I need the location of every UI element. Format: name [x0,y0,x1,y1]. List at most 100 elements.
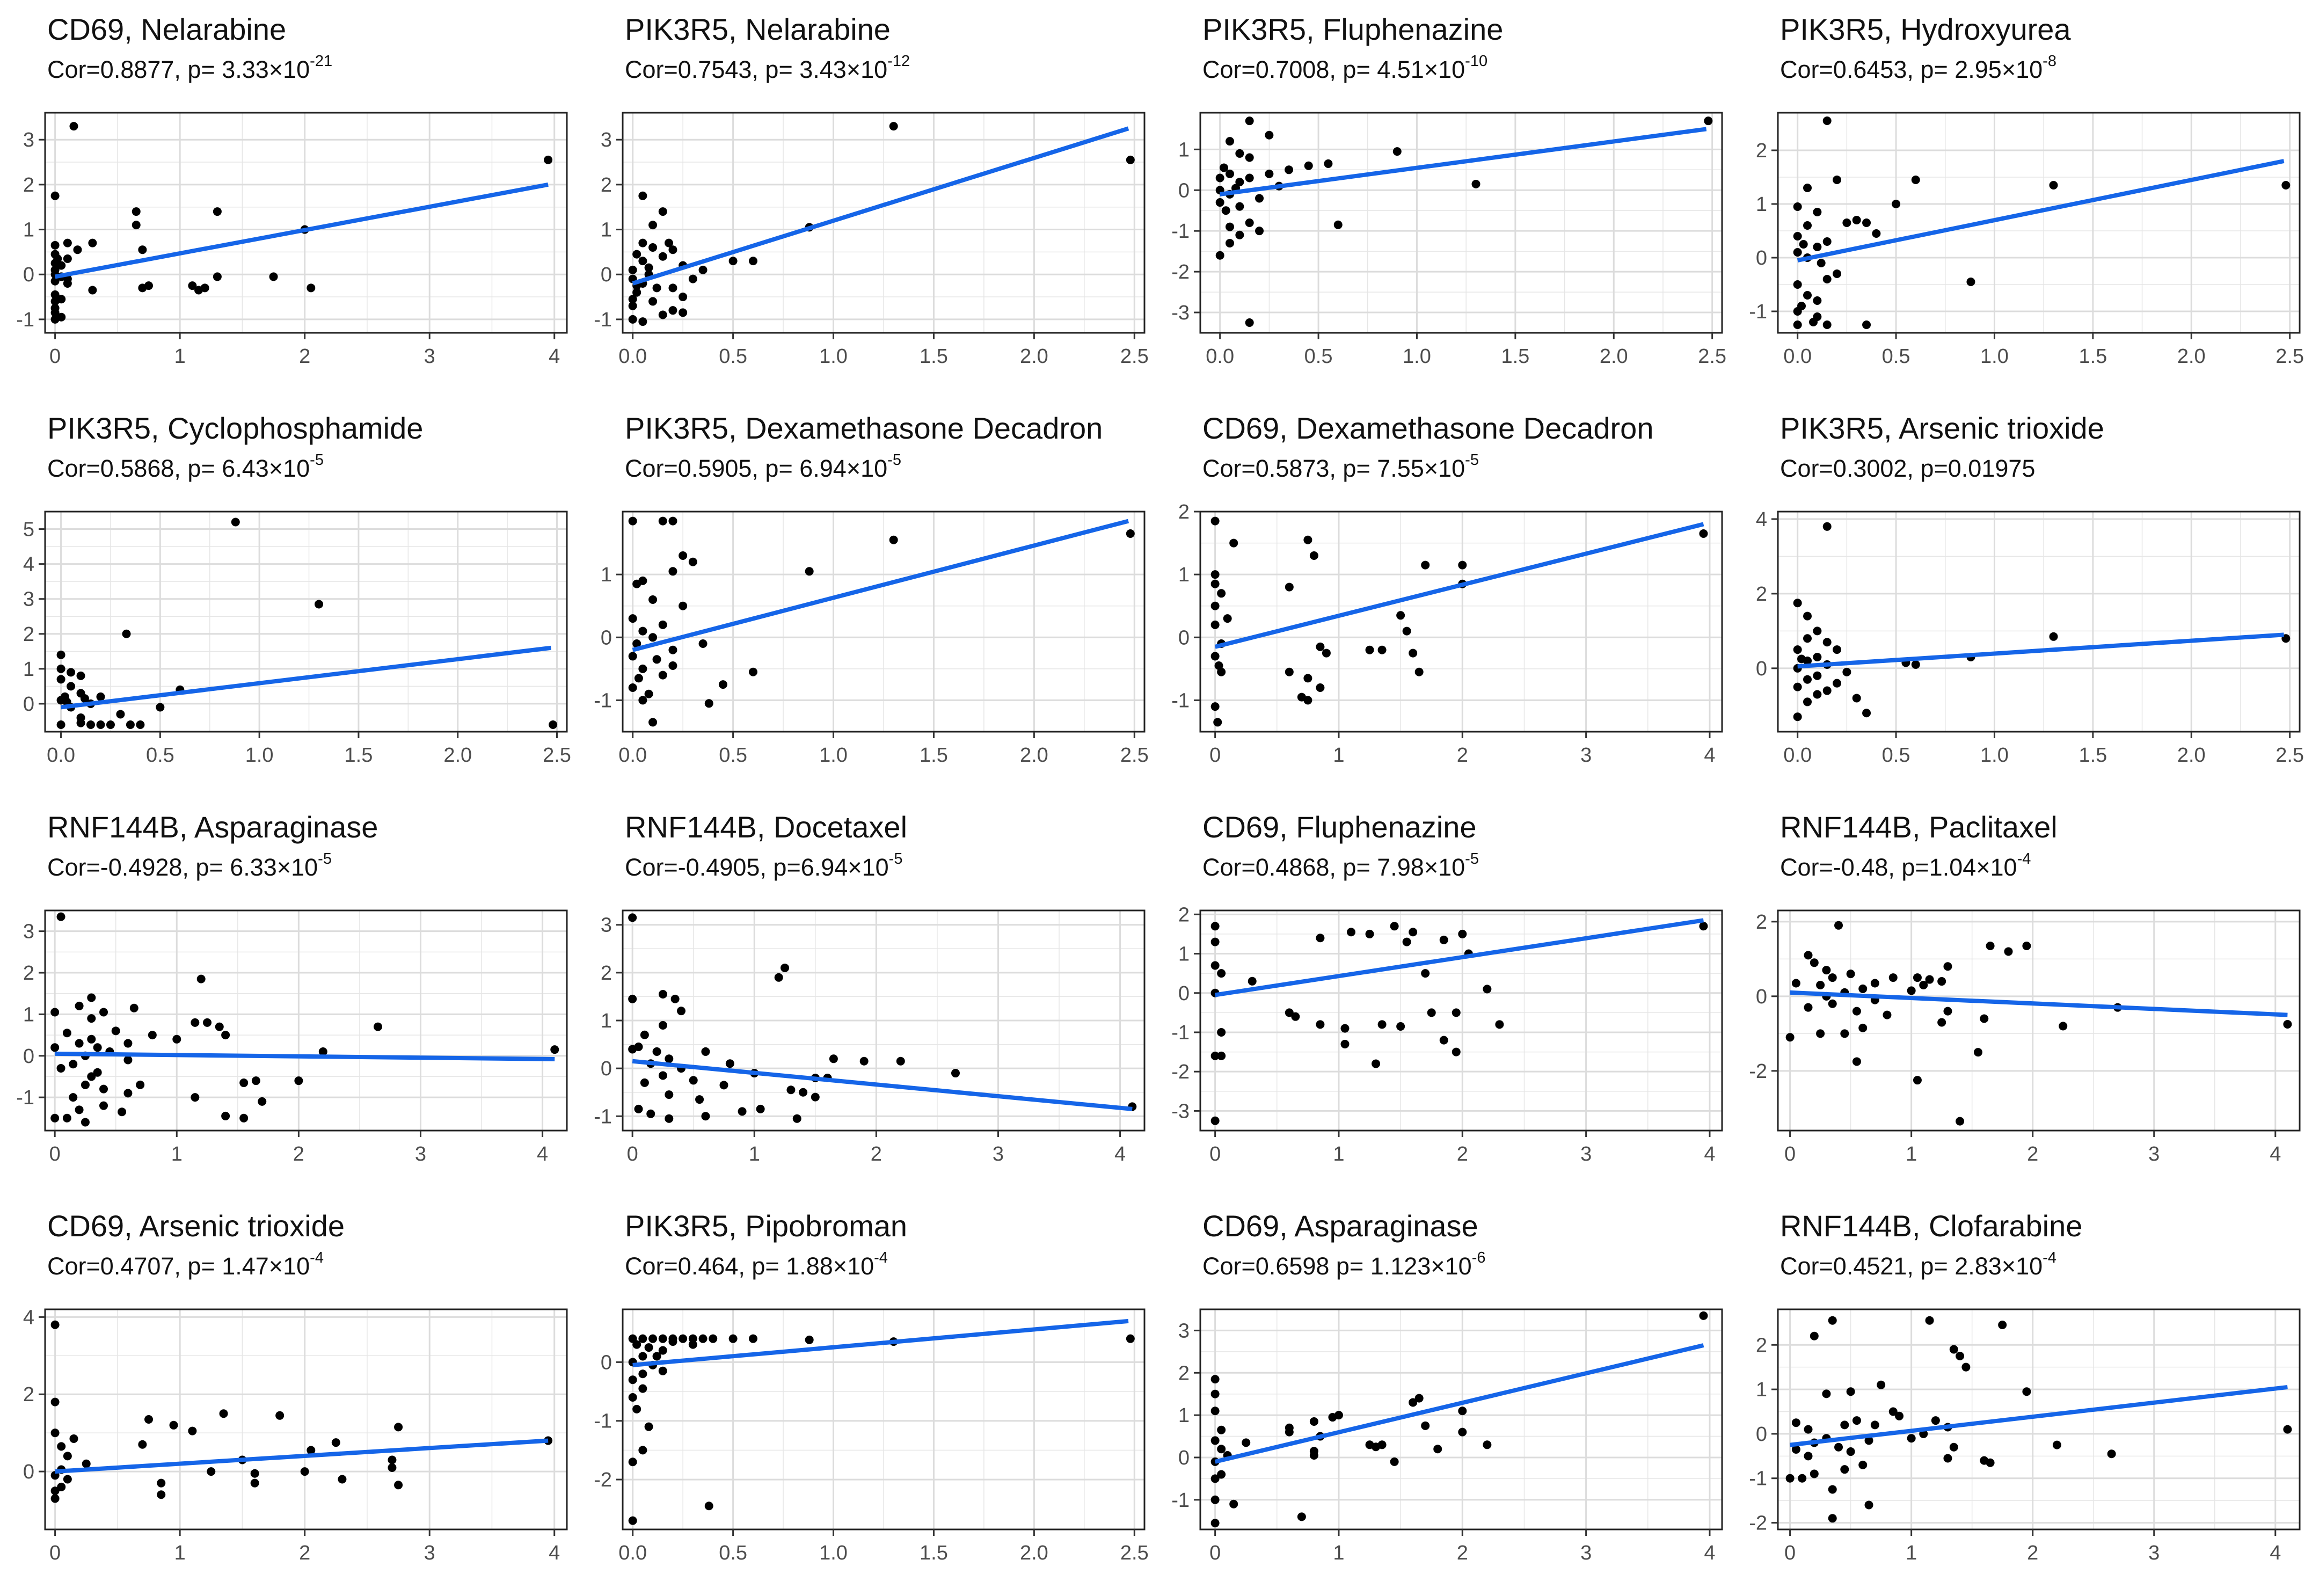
data-point [1347,928,1356,937]
x-tick-label: 1 [1333,1542,1344,1564]
data-point [896,1056,905,1066]
data-point [658,620,667,629]
data-point [138,245,147,254]
x-tick-label: 1.0 [819,1542,848,1564]
data-point [1998,1320,2007,1329]
panel-stats: Cor=0.7543, p= 3.43×10-12 [625,53,910,84]
data-point [1210,961,1220,970]
p-value-mantissa: 7.98×10 [1377,854,1465,881]
data-point [1235,202,1244,211]
data-point [1316,642,1325,651]
data-point [1303,674,1312,683]
y-tick-label: 3 [601,129,612,151]
y-tick-label: 0 [1756,247,1767,269]
data-point [239,1113,249,1123]
x-tick-label: 2.0 [2177,744,2206,767]
data-point [1895,1411,1904,1420]
data-point [1804,1003,1813,1012]
data-point [709,1334,718,1343]
data-point [1840,1029,1849,1038]
regression-line [632,1059,1133,1111]
panel-stats: Cor=0.4868, p= 7.98×10-5 [1202,850,1479,881]
x-tick-label: 0 [1209,1143,1221,1165]
x-tick-label: 0.5 [1882,345,1910,368]
data-point [50,1320,60,1329]
scatter-plot: 0 1 2 3 4 -3 -2 -1 0 1 2 [1171,903,1723,1165]
data-point [118,1107,127,1117]
data-point [123,1055,133,1065]
y-tick-label: 0 [1178,626,1190,649]
data-point [644,1422,653,1431]
data-point [1961,1362,1971,1372]
data-point [69,1434,78,1443]
data-point [213,207,222,216]
data-point [2283,1019,2292,1029]
data-point [1980,1014,1989,1023]
data-point [1813,208,1822,216]
data-point [1813,243,1822,251]
data-point [638,191,647,200]
data-point [1888,1407,1898,1416]
panel-stats: Cor=0.4521, p= 2.83×10-4 [1780,1249,2056,1280]
data-point [275,1411,285,1420]
x-tick-label: 0.0 [618,345,647,368]
data-point [1402,937,1411,946]
panel-stats: Cor=0.8877, p= 3.33×10-21 [47,53,332,84]
data-point [728,1334,738,1343]
data-point [1214,661,1223,670]
data-point [1291,1012,1300,1021]
data-point [1217,1470,1226,1479]
x-tick-label: 1 [174,345,186,368]
data-point [665,1054,674,1063]
data-point [221,1031,230,1040]
data-point [388,1463,397,1472]
data-point [644,689,653,698]
data-point [1870,979,1879,988]
data-point [738,1107,747,1116]
data-point [628,516,637,526]
data-point [1303,535,1312,544]
data-point [96,692,105,701]
x-tick-label: 1.0 [819,345,848,368]
x-tick-label: 2.5 [2275,744,2304,767]
data-point [258,1097,267,1106]
data-point [648,595,658,604]
data-point [652,1352,661,1361]
stat-prefix: Cor=-0.4928, p= [47,854,230,881]
data-point [1285,582,1294,592]
p-value-mantissa: 1.04×10 [1929,854,2017,881]
p-value-exponent: -5 [310,451,324,469]
data-point [1226,169,1235,178]
data-point [1804,1425,1813,1434]
data-point [679,1334,688,1343]
data-point [1810,958,1819,967]
data-point [1852,1007,1861,1016]
panel-stats: Cor=0.4707, p= 1.47×10-4 [47,1249,324,1280]
data-point [688,1334,697,1343]
p-value-exponent: -10 [1465,53,1488,70]
y-tick-label: 3 [23,921,34,943]
data-point [811,1092,820,1102]
data-point [1846,1447,1855,1456]
data-point [658,310,667,319]
p-value-mantissa: 1.47×10 [222,1252,310,1280]
panel-stats: Cor=-0.48, p=1.04×10-4 [1780,850,2031,881]
p-value-mantissa: 3.43×10 [799,56,888,83]
p-value-exponent: -5 [1465,850,1479,868]
data-point [1495,1020,1504,1029]
scatter-panel: RNF144B, Paclitaxel Cor=-0.48, p=1.04×10-… [1733,798,2310,1197]
data-point [1210,652,1220,661]
x-tick-label: 1 [1906,1542,1917,1564]
data-point [75,1039,84,1048]
p-value-exponent: -5 [1465,451,1479,469]
x-tick-label: 3 [415,1143,426,1165]
data-point [628,1045,637,1054]
data-point [628,614,637,623]
y-tick-label: 1 [23,658,34,681]
p-value-exponent: -12 [887,53,910,70]
data-point [648,718,658,727]
data-point [80,694,89,703]
data-point [688,274,697,283]
data-point [1392,147,1402,156]
data-point [69,122,78,131]
